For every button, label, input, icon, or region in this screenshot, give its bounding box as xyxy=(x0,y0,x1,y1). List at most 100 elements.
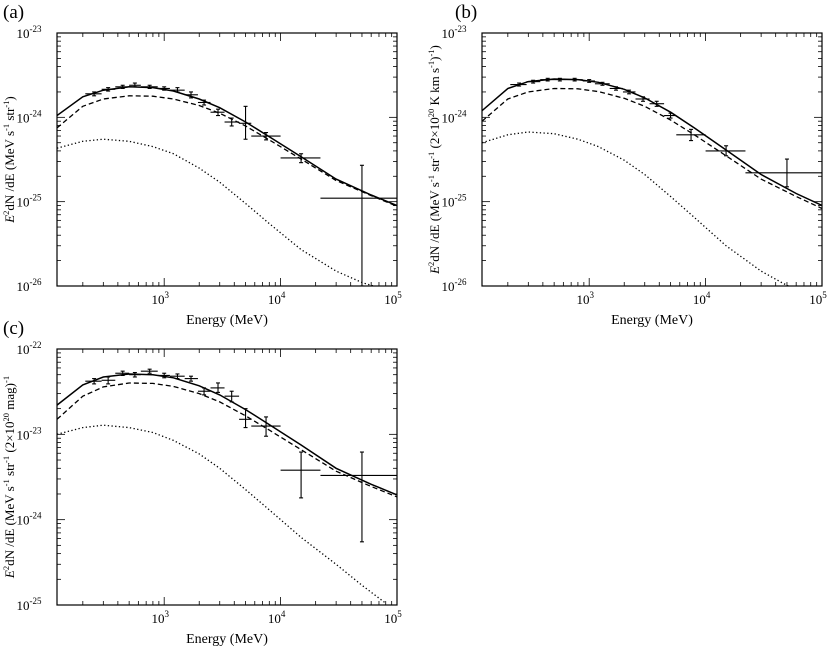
tick-label-exp: 5 xyxy=(397,609,402,619)
ylabel-part: E xyxy=(2,215,17,224)
tick-label-exp: -24 xyxy=(455,108,467,118)
data-point xyxy=(676,128,706,142)
x-tick-label: 104 xyxy=(268,609,286,626)
y-axis-label: E2dN /dE (MeV s-1 str-1) xyxy=(1,96,17,224)
ylabel-part: (2×10 xyxy=(427,117,442,151)
y-tick-label: 10-26 xyxy=(17,277,42,294)
y-tick-label: 10-23 xyxy=(17,425,42,442)
tick-label-base: 10 xyxy=(384,611,397,626)
ylabel-sup: -1 xyxy=(426,61,436,68)
y-tick-label: 10-25 xyxy=(442,193,467,210)
tick-label-base: 10 xyxy=(384,292,397,307)
y-axis-label: E2dN /dE (MeV s-1 str-1 (2×1020 mag)-1 xyxy=(1,376,17,579)
tick-label-base: 10 xyxy=(17,598,30,613)
tick-label-exp: 4 xyxy=(281,290,286,300)
tick-label-exp: -22 xyxy=(30,340,42,350)
ylabel-sup: 20 xyxy=(426,109,436,118)
y-tick-label: 10-22 xyxy=(17,340,42,357)
data-point xyxy=(280,451,321,499)
y-tick-label: 10-25 xyxy=(17,193,42,210)
data-point xyxy=(251,132,281,141)
data-point xyxy=(210,382,225,393)
tick-label-exp: -24 xyxy=(30,108,42,118)
series-line-dotted xyxy=(57,138,376,286)
data-point xyxy=(157,372,170,379)
tick-label-exp: 3 xyxy=(589,290,594,300)
tick-label-exp: -26 xyxy=(455,277,467,287)
data-point xyxy=(239,105,252,140)
tick-label-exp: -25 xyxy=(30,193,42,203)
data-point xyxy=(622,89,636,95)
data-point xyxy=(320,164,397,286)
ylabel-part: mag) xyxy=(2,383,17,413)
x-axis-label: Energy (MeV) xyxy=(611,313,693,328)
data-point xyxy=(239,408,252,429)
ylabel-sup: 2 xyxy=(1,566,11,570)
ylabel-part: str xyxy=(427,158,442,175)
tick-label-exp: 5 xyxy=(397,290,402,300)
data-point xyxy=(184,91,198,99)
y-tick-label: 10-23 xyxy=(17,24,42,41)
plot-frame xyxy=(481,32,823,287)
data-point xyxy=(157,86,170,91)
data-point xyxy=(510,82,527,87)
curves xyxy=(482,78,822,286)
data-point xyxy=(649,100,665,107)
tick-label-exp: -25 xyxy=(30,596,42,606)
tick-label-exp: 5 xyxy=(822,290,827,300)
tick-label-exp: -25 xyxy=(455,193,467,203)
y-tick-label: 10-25 xyxy=(17,596,42,613)
ylabel-sup: -1 xyxy=(426,49,436,56)
tick-label-base: 10 xyxy=(809,292,822,307)
data-point xyxy=(115,84,130,90)
ylabel-part: E xyxy=(427,266,442,275)
data-point xyxy=(594,81,610,86)
tick-label-base: 10 xyxy=(268,292,281,307)
curves xyxy=(57,373,397,604)
ticks xyxy=(57,348,398,606)
tick-label-base: 10 xyxy=(151,292,164,307)
y-tick-label: 10-24 xyxy=(17,108,42,125)
data-point xyxy=(280,153,321,164)
x-tick-label: 103 xyxy=(576,290,594,307)
series-line-solid xyxy=(57,86,397,207)
ylabel-part: K km s xyxy=(427,68,442,109)
tick-label-base: 10 xyxy=(17,427,30,442)
x-axis-label: Energy (MeV) xyxy=(186,313,268,328)
panel-label: (a) xyxy=(3,2,24,23)
data-point xyxy=(129,371,141,378)
panel-label: (c) xyxy=(3,318,24,339)
tick-label-base: 10 xyxy=(17,195,30,210)
ylabel-part: E xyxy=(2,570,17,579)
ylabel-part: ) xyxy=(2,96,17,100)
x-tick-label: 103 xyxy=(151,609,169,626)
ylabel-sup: -1 xyxy=(426,152,436,159)
series-line-dotted xyxy=(482,131,790,286)
data-point xyxy=(197,387,211,396)
panel-label: (b) xyxy=(455,2,477,23)
tick-label-base: 10 xyxy=(17,513,30,528)
ylabel-sup: -1 xyxy=(1,101,11,108)
data-point xyxy=(224,117,240,127)
ylabel-part: dN /dE (MeV s xyxy=(427,182,442,262)
data-point xyxy=(101,376,116,385)
series-line-dashed xyxy=(57,382,397,498)
ylabel-sup: 2 xyxy=(426,262,436,266)
y-tick-label: 10-24 xyxy=(17,511,42,528)
ylabel-sup: -1 xyxy=(1,479,11,486)
ylabel-sup: -1 xyxy=(426,175,436,182)
tick-label-exp: -24 xyxy=(30,511,42,521)
ylabel-sup: -1 xyxy=(1,456,11,463)
plot-frame xyxy=(56,348,398,606)
ylabel-part: (2×10 xyxy=(2,421,17,455)
tick-label-exp: -23 xyxy=(30,24,42,34)
series-line-solid xyxy=(482,78,822,207)
y-axis-label: E2dN /dE (MeV s-1 str-1 (2×1020 K km s-1… xyxy=(426,45,442,275)
data-points xyxy=(510,77,822,188)
tick-label-base: 10 xyxy=(17,110,30,125)
data-point xyxy=(129,82,141,88)
data-point xyxy=(705,145,746,157)
data-point xyxy=(554,77,566,82)
